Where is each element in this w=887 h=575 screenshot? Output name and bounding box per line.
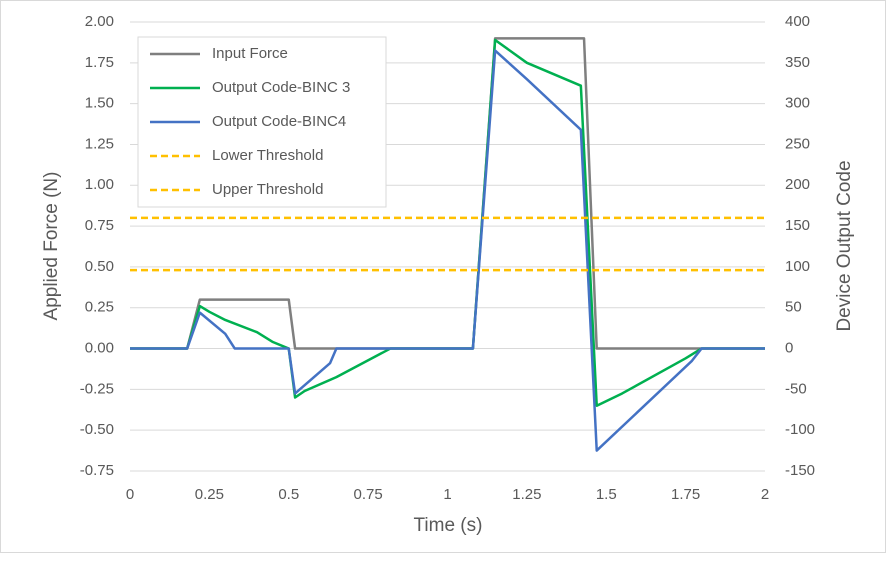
y-tick-label: 2.00 [85,13,114,30]
x-tick-label: 2 [761,486,769,503]
y-tick-label: 1.50 [85,95,114,112]
y2-tick-label: 250 [785,135,810,152]
y2-tick-label: -50 [785,380,807,397]
y2-tick-label: -150 [785,462,815,479]
y2-tick-label: 150 [785,217,810,234]
legend-label: Upper Threshold [212,181,323,198]
y-tick-label: -0.25 [80,380,114,397]
legend-label: Output Code-BINC4 [212,113,346,130]
y-tick-label: 0.25 [85,299,114,316]
y-tick-label: 1.00 [85,176,114,193]
series-line [130,49,765,452]
y-axis-title: Applied Force (N) [41,172,62,321]
y-tick-label: 0.75 [85,217,114,234]
y2-tick-label: 100 [785,258,810,275]
x-tick-label: 0.75 [354,486,383,503]
y-tick-label: 0.50 [85,258,114,275]
y-tick-label: -0.75 [80,462,114,479]
y2-tick-label: 400 [785,13,810,30]
x-tick-label: 1 [443,486,451,503]
y2-tick-label: 350 [785,54,810,71]
chart-frame [0,0,886,553]
y2-tick-label: 0 [785,340,793,357]
x-tick-label: 1.5 [596,486,617,503]
y2-axis-title: Device Output Code [834,160,855,331]
x-tick-label: 1.25 [512,486,541,503]
y-tick-label: -0.50 [80,421,114,438]
y-tick-label: 0.00 [85,340,114,357]
x-tick-label: 1.75 [671,486,700,503]
x-tick-label: 0 [126,486,134,503]
legend-label: Lower Threshold [212,147,323,164]
legend-label: Input Force [212,45,288,62]
x-tick-label: 0.25 [195,486,224,503]
x-axis-title: Time (s) [414,515,483,536]
legend-label: Output Code-BINC 3 [212,79,350,96]
x-tick-label: 0.5 [278,486,299,503]
y2-tick-label: -100 [785,421,815,438]
y2-tick-label: 50 [785,299,802,316]
y-tick-label: 1.75 [85,54,114,71]
y2-tick-label: 200 [785,176,810,193]
y-tick-label: 1.25 [85,135,114,152]
y2-tick-label: 300 [785,95,810,112]
series-line [130,38,765,407]
